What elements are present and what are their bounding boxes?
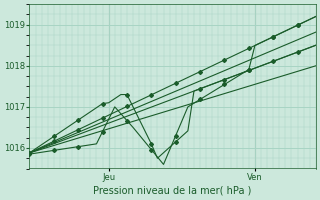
X-axis label: Pression niveau de la mer( hPa ): Pression niveau de la mer( hPa ) bbox=[93, 186, 252, 196]
